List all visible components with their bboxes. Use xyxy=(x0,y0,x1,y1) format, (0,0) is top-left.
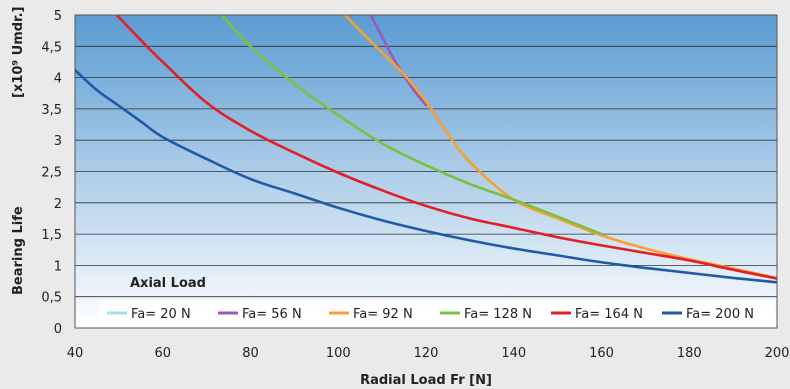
y-tick-label: 2,5 xyxy=(41,166,62,181)
y-axis-unit: [x10⁹ Umdr.] xyxy=(11,7,26,98)
x-tick-label: 120 xyxy=(414,346,439,361)
x-tick-label: 60 xyxy=(154,346,171,361)
x-tick-label: 100 xyxy=(326,346,351,361)
legend: Axial Load Fa= 20 N Fa= 56 N Fa= 92 N Fa= 1… xyxy=(100,276,775,326)
y-axis-ticks: 0 0,5 1 1,5 2 2,5 3 3,5 4 4,5 5 xyxy=(41,9,62,337)
y-tick-label: 4,5 xyxy=(41,40,62,55)
x-axis-ticks: 40 60 80 100 120 140 160 180 200 xyxy=(67,346,790,361)
y-tick-label: 3 xyxy=(54,134,62,149)
legend-title: Axial Load xyxy=(130,276,206,291)
legend-label: Fa= 20 N xyxy=(131,307,191,322)
series-layer xyxy=(75,15,777,284)
series-line xyxy=(75,68,777,284)
x-tick-label: 80 xyxy=(242,346,259,361)
legend-label: Fa= 56 N xyxy=(242,307,302,322)
x-tick-label: 140 xyxy=(501,346,526,361)
series-line xyxy=(220,15,603,236)
plot-frame xyxy=(74,14,778,329)
series-line xyxy=(115,15,777,280)
y-tick-label: 3,5 xyxy=(41,103,62,118)
x-tick-label: 200 xyxy=(765,346,790,361)
legend-label: Fa= 200 N xyxy=(686,307,754,322)
x-axis-title: Radial Load Fr [N] xyxy=(360,373,492,388)
y-tick-label: 4 xyxy=(54,72,62,87)
y-tick-label: 2 xyxy=(54,197,62,212)
y-tick-label: 1 xyxy=(54,259,62,274)
x-tick-label: 40 xyxy=(67,346,84,361)
y-tick-label: 1,5 xyxy=(41,228,62,243)
y-tick-label: 5 xyxy=(54,9,62,24)
series-line xyxy=(343,15,777,280)
legend-label: Fa= 128 N xyxy=(464,307,532,322)
x-tick-label: 160 xyxy=(589,346,614,361)
y-tick-label: 0,5 xyxy=(41,291,62,306)
y-tick-label: 0 xyxy=(54,322,62,337)
x-tick-label: 180 xyxy=(677,346,702,361)
legend-label: Fa= 92 N xyxy=(353,307,413,322)
legend-items: Fa= 20 N Fa= 56 N Fa= 92 N Fa= 128 N Fa= 164… xyxy=(107,307,754,322)
y-axis-title: Bearing Life xyxy=(11,206,26,295)
legend-label: Fa= 164 N xyxy=(575,307,643,322)
